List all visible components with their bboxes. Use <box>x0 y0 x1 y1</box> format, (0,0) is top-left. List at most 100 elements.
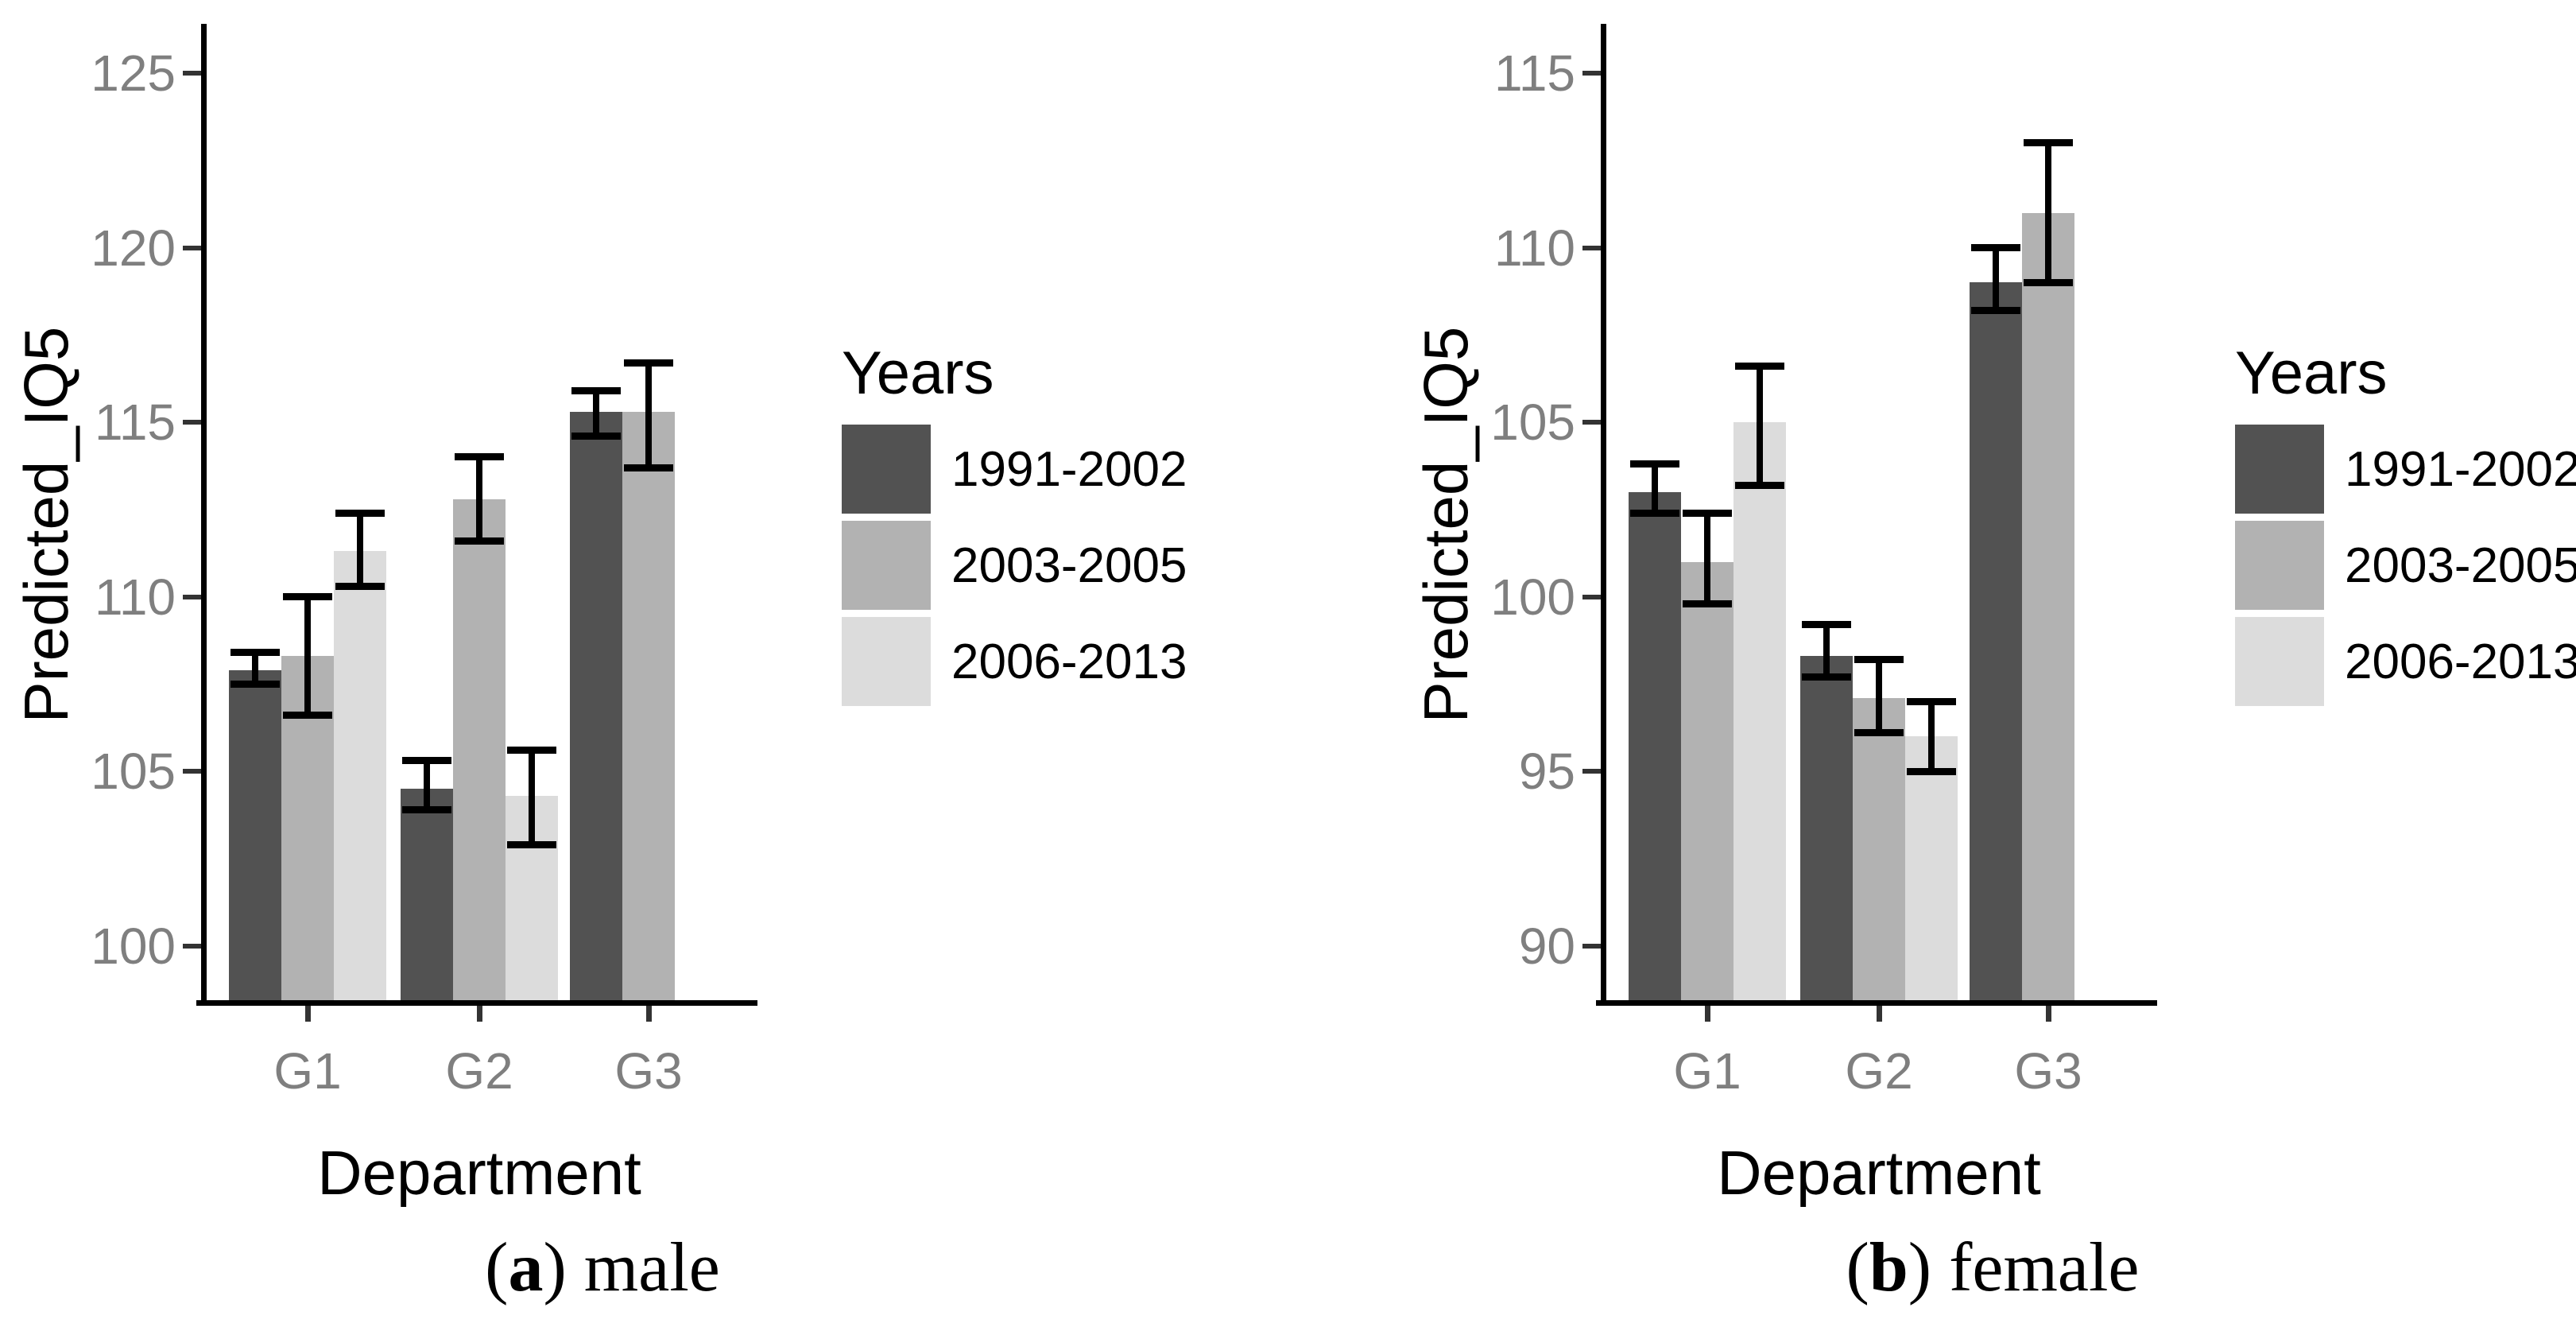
error-bar-cap <box>507 840 556 848</box>
legend-label: 2003-2005 <box>2345 537 2576 593</box>
x-axis-line <box>1596 1000 2157 1006</box>
y-tick-label: 125 <box>91 45 176 102</box>
legend-swatch-2006-2013 <box>2235 617 2324 706</box>
error-bar-cap <box>230 680 280 688</box>
error-bar-cap <box>1854 729 1904 737</box>
error-bar-cap <box>1802 621 1851 629</box>
legend-years-female: Years 1991-2002 2003-2005 2006-2013 <box>2235 339 2576 713</box>
caption-close: ) <box>1908 1229 1950 1306</box>
chart-panel-male: 100 105 110 115 120 125 G1 G2 G3 <box>91 24 757 1096</box>
error-bar-cap <box>1907 697 1956 705</box>
error-bar-cap <box>402 757 451 765</box>
error-bar-cap <box>283 593 332 600</box>
y-axis-title-male: Predicted_IQ5 <box>11 326 81 724</box>
error-bar-cap <box>283 712 332 720</box>
x-tick-label: G3 <box>2014 1042 2082 1100</box>
error-bar-cap <box>335 582 385 590</box>
error-bar-cap <box>571 433 621 440</box>
bar-G3-2003-2005 <box>622 411 675 1006</box>
y-tick-label: 105 <box>1490 394 1575 451</box>
y-tick-mark <box>1582 245 1601 250</box>
bar-G2-1991-2002 <box>1800 656 1853 1006</box>
caption-open: ( <box>1846 1229 1869 1306</box>
legend-item-2006-2013: 2006-2013 <box>2235 617 2576 706</box>
x-axis-title-male: Department <box>317 1138 641 1208</box>
y-tick-mark <box>1582 594 1601 599</box>
x-tick-mark <box>305 1006 311 1022</box>
error-bar-line <box>645 363 652 468</box>
caption-text: male <box>583 1229 720 1306</box>
legend-item-1991-2002: 1991-2002 <box>842 425 1239 514</box>
bar-G1-2006-2013 <box>1733 422 1786 1006</box>
bar-G1-1991-2002 <box>229 669 281 1006</box>
caption-a-male: (a) male <box>485 1228 720 1308</box>
bar-G1-2006-2013 <box>334 551 386 1006</box>
legend-item-2003-2005: 2003-2005 <box>2235 521 2576 610</box>
error-bar-cap <box>455 453 504 461</box>
y-tick-label: 100 <box>91 917 176 975</box>
x-tick-mark <box>2046 1006 2051 1022</box>
error-bar-cap <box>1971 307 2020 315</box>
legend-years-male: Years 1991-2002 2003-2005 2006-2013 <box>842 339 1239 713</box>
legend-label: 2006-2013 <box>2345 634 2576 689</box>
legend-swatch-1991-2002 <box>2235 425 2324 514</box>
y-tick-mark <box>183 71 201 76</box>
error-bar-line <box>1757 366 1763 485</box>
bar-G1-2003-2005 <box>1681 561 1733 1006</box>
y-axis-title-female: Predicted_IQ5 <box>1411 326 1481 724</box>
error-bar-cap <box>1735 363 1784 371</box>
error-bar-cap <box>624 464 673 471</box>
legend-swatch-2006-2013 <box>842 617 931 706</box>
caption-open: ( <box>485 1229 509 1306</box>
y-tick-label: 110 <box>94 568 176 626</box>
error-bar-line <box>476 456 482 541</box>
x-tick-mark <box>1705 1006 1710 1022</box>
caption-text: female <box>1949 1229 2140 1306</box>
x-tick-mark <box>477 1006 482 1022</box>
y-tick-label: 95 <box>1518 743 1575 800</box>
error-bar-cap <box>2024 278 2073 286</box>
x-tick-label: G1 <box>273 1042 342 1100</box>
error-bar-cap <box>455 537 504 545</box>
y-tick-mark <box>183 594 201 599</box>
error-bar-line <box>1928 701 1935 771</box>
x-axis-title-female: Department <box>1717 1138 2041 1208</box>
y-tick-label: 90 <box>1518 917 1575 975</box>
error-bar-line <box>357 513 363 587</box>
error-bar-cap <box>402 805 451 813</box>
caption-letter: b <box>1869 1229 1908 1306</box>
y-tick-label: 110 <box>1493 219 1575 277</box>
y-tick-mark <box>183 245 201 250</box>
y-tick-mark <box>1582 769 1601 774</box>
error-bar-line <box>1704 513 1710 604</box>
x-tick-label: G3 <box>614 1042 683 1100</box>
caption-close: ) <box>543 1229 584 1306</box>
error-bar-cap <box>1907 767 1956 775</box>
y-tick-mark <box>1582 420 1601 425</box>
chart-panel-female: 90 95 100 105 110 115 G1 G2 G3 <box>1490 24 2157 1096</box>
y-tick-mark <box>183 420 201 425</box>
error-bar-line <box>304 596 311 716</box>
legend-swatch-1991-2002 <box>842 425 931 514</box>
legend-label: 1991-2002 <box>2345 441 2576 497</box>
legend-label: 2003-2005 <box>951 537 1187 593</box>
legend-swatch-2003-2005 <box>2235 521 2324 610</box>
caption-b-female: (b) female <box>1846 1228 2140 1308</box>
bar-G2-2003-2005 <box>1853 697 1905 1006</box>
y-tick-label: 105 <box>91 743 176 800</box>
legend-item-1991-2002: 1991-2002 <box>2235 425 2576 514</box>
legend-label: 2006-2013 <box>951 634 1187 689</box>
error-bar-line <box>1823 624 1830 677</box>
bar-G3-1991-2002 <box>570 411 622 1006</box>
error-bar-cap <box>1854 656 1904 664</box>
y-tick-label: 115 <box>1493 45 1575 102</box>
error-bar-cap <box>624 359 673 367</box>
error-bar-line <box>424 760 430 810</box>
bar-G3-2003-2005 <box>2022 212 2074 1006</box>
y-tick-mark <box>1582 943 1601 949</box>
error-bar-cap <box>507 747 556 755</box>
error-bar-line <box>252 652 258 685</box>
y-tick-label: 100 <box>1490 568 1575 626</box>
y-tick-label: 115 <box>94 394 176 451</box>
x-tick-label: G2 <box>445 1042 513 1100</box>
